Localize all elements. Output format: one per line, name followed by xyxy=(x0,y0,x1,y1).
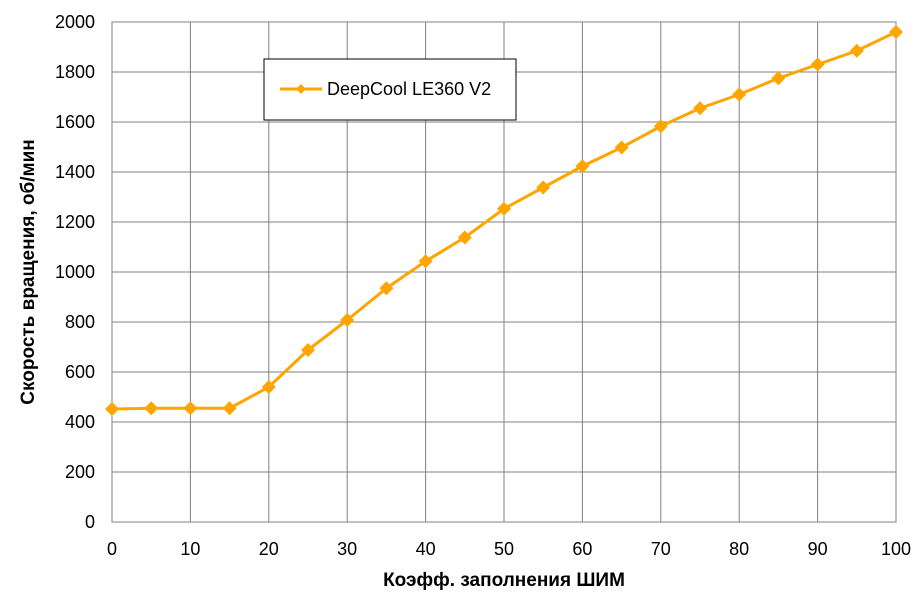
data-point-marker xyxy=(889,25,903,39)
x-tick-label: 80 xyxy=(729,539,749,559)
data-point-marker xyxy=(497,201,511,216)
data-point-marker xyxy=(457,230,472,245)
x-tick-label: 90 xyxy=(808,539,828,559)
data-point-marker xyxy=(261,380,276,394)
data-point-marker xyxy=(614,140,629,155)
data-point-marker xyxy=(693,101,707,116)
data-point-marker xyxy=(144,401,159,416)
data-point-marker xyxy=(575,159,590,174)
y-tick-label: 1600 xyxy=(55,112,95,132)
data-point-marker xyxy=(301,343,315,357)
data-point-marker xyxy=(849,43,864,58)
x-axis-title: Коэфф. заполнения ШИМ xyxy=(383,570,625,591)
y-tick-label: 1800 xyxy=(55,62,95,82)
plot-area-frame xyxy=(111,21,897,523)
series-layer xyxy=(105,25,903,416)
y-tick-label: 1200 xyxy=(55,212,95,232)
data-point-marker xyxy=(105,402,119,416)
y-tick-label: 600 xyxy=(65,362,95,382)
data-point-marker xyxy=(810,57,825,72)
x-tick-label: 10 xyxy=(180,539,200,559)
data-point-marker xyxy=(732,87,747,102)
x-tick-label: 0 xyxy=(107,539,117,559)
y-tick-label: 0 xyxy=(85,512,95,532)
x-tick-label: 30 xyxy=(337,539,357,559)
x-axis-tick-labels: 0 10 20 30 40 50 60 70 80 90 100 xyxy=(107,539,911,559)
y-axis-tick-labels: 0 200 400 600 800 1000 1200 1400 1600 1800 2000 xyxy=(55,12,95,532)
data-point-marker xyxy=(379,281,394,296)
y-tick-label: 800 xyxy=(65,312,95,332)
y-axis-title: Скорость вращения, об/мин xyxy=(18,139,39,404)
y-tick-label: 1000 xyxy=(55,262,95,282)
x-tick-label: 70 xyxy=(651,539,671,559)
y-tick-label: 2000 xyxy=(55,12,95,32)
data-point-marker xyxy=(536,180,551,195)
data-point-marker xyxy=(771,71,786,86)
data-point-marker xyxy=(222,401,237,416)
x-tick-label: 100 xyxy=(881,539,911,559)
data-point-marker xyxy=(340,313,355,327)
x-tick-label: 40 xyxy=(416,539,436,559)
legend-label: DeepCool LE360 V2 xyxy=(327,79,491,99)
data-point-marker xyxy=(183,401,198,416)
y-tick-label: 200 xyxy=(65,462,95,482)
data-point-marker xyxy=(418,254,433,269)
legend-marker-swatch xyxy=(296,84,306,94)
x-tick-label: 60 xyxy=(572,539,592,559)
y-tick-label: 1400 xyxy=(55,162,95,182)
data-point-marker xyxy=(653,119,668,134)
y-tick-label: 400 xyxy=(65,412,95,432)
x-tick-label: 50 xyxy=(494,539,514,559)
legend: DeepCool LE360 V2 xyxy=(263,58,517,121)
x-tick-label: 20 xyxy=(259,539,279,559)
